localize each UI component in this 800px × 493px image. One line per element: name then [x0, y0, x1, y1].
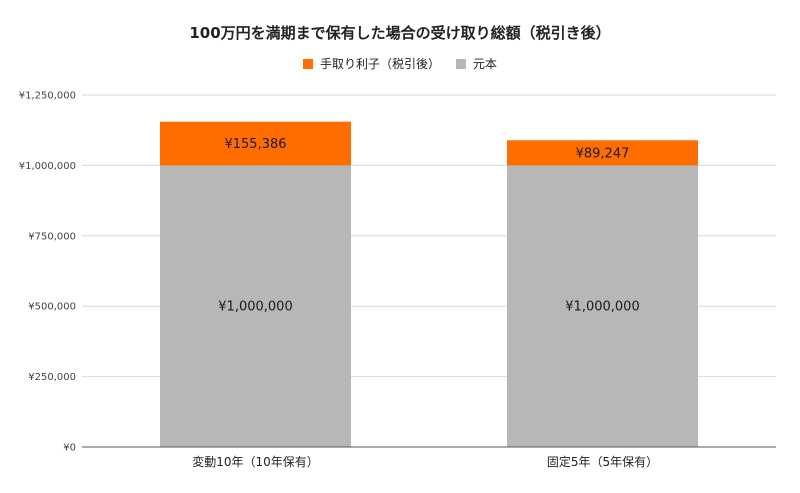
bar-segment-series-1-category-0 [160, 121, 351, 166]
legend-swatch [456, 59, 466, 69]
y-tick-label: ¥1,000,000 [19, 161, 76, 172]
legend-label: 元本 [473, 57, 497, 71]
legend-swatch [302, 59, 313, 69]
x-category-label: 固定5年（5年保有） [547, 454, 658, 469]
x-category-label: 変動10年（10年保有） [192, 454, 319, 469]
legend-item: 元本 [456, 57, 497, 71]
y-tick-label: ¥250,000 [28, 372, 76, 383]
y-tick-label: ¥500,000 [28, 302, 76, 313]
chart-title: 100万円を満期まで保有した場合の受け取り総額（税引き後） [189, 24, 610, 42]
data-label: ¥89,247 [576, 146, 630, 161]
data-label: ¥155,386 [224, 137, 286, 152]
bar-segment-series-0-category-1 [507, 165, 698, 447]
legend-item: 手取り利子（税引後） [302, 57, 440, 71]
bar-segment-series-1-category-1 [507, 140, 698, 166]
legend: 手取り利子（税引後） 元本 [302, 57, 497, 71]
y-axis-tick-labels: ¥0 ¥250,000 ¥500,000 ¥750,000 ¥1,000,000 ¥1,2… [19, 91, 76, 454]
x-axis-category-labels: 変動10年（10年保有） 固定5年（5年保有） [192, 454, 658, 469]
y-tick-label: ¥1,250,000 [19, 91, 76, 102]
data-labels: ¥1,000,000 ¥155,386 ¥1,000,000 ¥89,247 [218, 137, 639, 315]
y-tick-label: ¥750,000 [28, 231, 76, 242]
legend-label: 手取り利子（税引後） [320, 57, 440, 71]
data-label: ¥1,000,000 [565, 300, 639, 315]
y-tick-label: ¥0 [63, 443, 76, 454]
bar-segment-series-0-category-0 [160, 165, 351, 447]
bars [160, 121, 698, 447]
data-label: ¥1,000,000 [218, 300, 292, 315]
